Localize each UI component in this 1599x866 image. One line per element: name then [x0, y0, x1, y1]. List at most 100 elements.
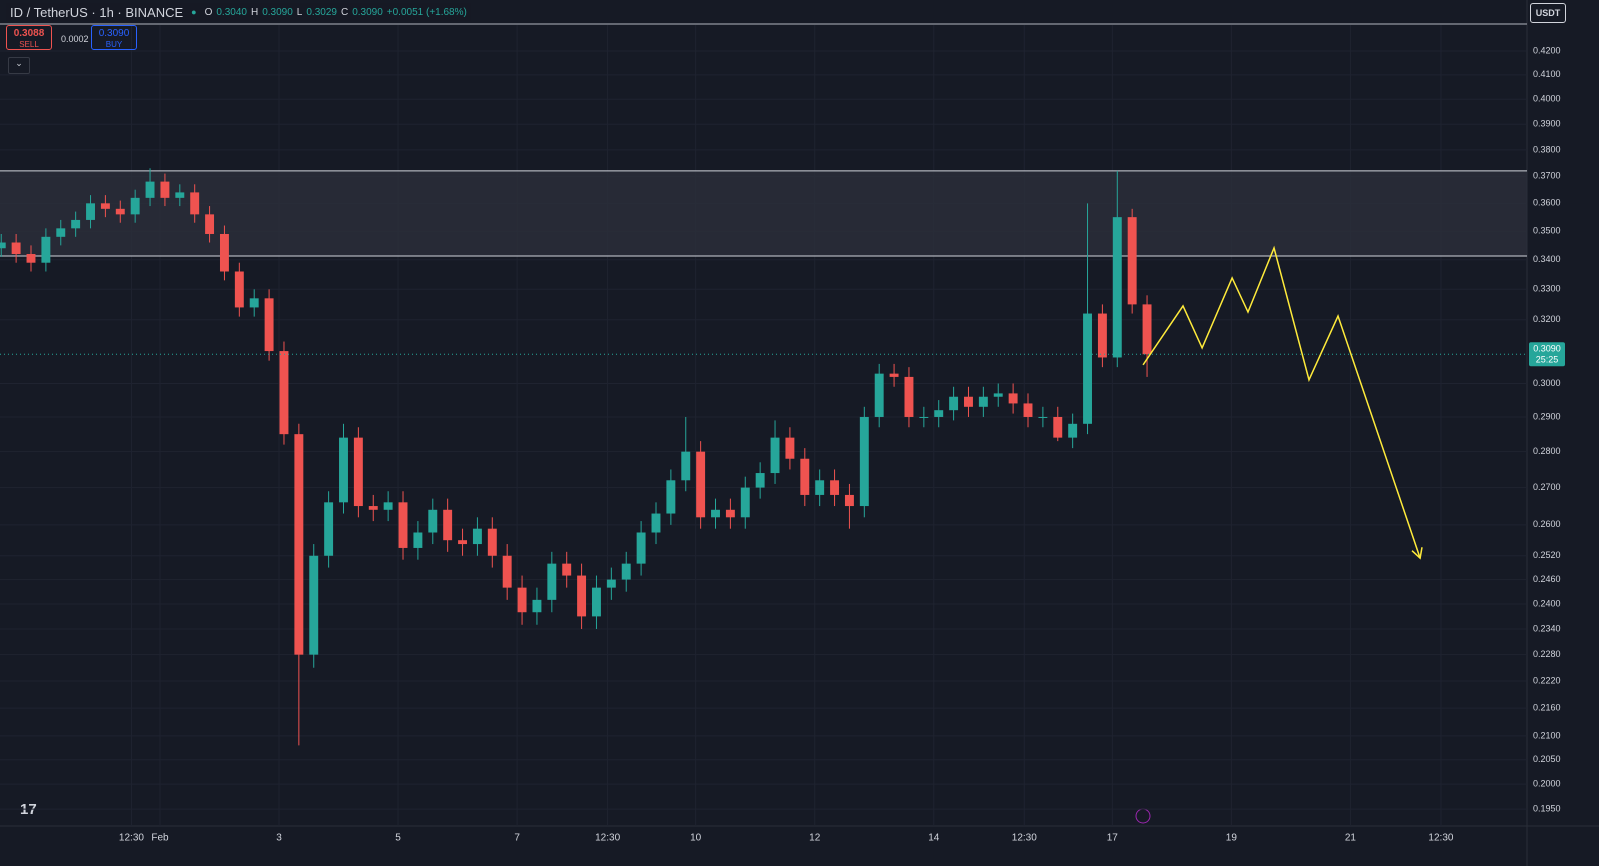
y-tick-label: 0.3000 [1533, 378, 1561, 388]
y-tick-label: 0.3200 [1533, 314, 1561, 324]
candle-body [1053, 416, 1063, 438]
countdown: 25:25 [1536, 355, 1559, 365]
close: 0.3090 [352, 6, 383, 18]
candle-body [964, 396, 973, 407]
y-tick-label: 0.4000 [1533, 94, 1561, 104]
x-tick-label: 12 [809, 833, 821, 844]
sell-label: SELL [19, 40, 39, 49]
candle-body [1097, 313, 1107, 358]
symbol[interactable]: ID / TetherUS · 1h · BINANCE [10, 4, 184, 20]
candle-body [294, 434, 304, 655]
candle-body [190, 192, 200, 215]
candle-body [264, 298, 274, 352]
candle-body [428, 509, 438, 533]
candle-body [874, 373, 884, 417]
candle-body [681, 451, 691, 481]
candle-body [1083, 313, 1092, 424]
projection-arrowhead [1411, 547, 1423, 560]
candle-body [800, 458, 810, 495]
dropdown[interactable]: ⌄ [8, 57, 30, 74]
open: 0.3040 [216, 6, 247, 18]
y-tick-label: 0.3700 [1533, 171, 1561, 181]
candle-body [234, 271, 244, 308]
high: 0.3090 [262, 6, 293, 18]
x-tick-label: 12:30 [1012, 833, 1037, 844]
currency-button[interactable]: USDT [1530, 3, 1566, 23]
candle-body [830, 480, 840, 495]
candle-body [919, 416, 929, 418]
candle-body [458, 540, 468, 545]
candle-body [502, 555, 512, 588]
x-tick-label: 19 [1226, 833, 1238, 844]
candle-body [41, 236, 51, 263]
spread: 0.0002 [61, 34, 89, 44]
x-tick-label: 14 [928, 833, 940, 844]
candle-body [279, 351, 289, 435]
y-tick-label: 0.3300 [1533, 284, 1561, 294]
x-tick-label: 12:30 [595, 833, 620, 844]
candle-body [71, 219, 81, 229]
candle-body [11, 242, 21, 255]
candle-body [86, 203, 95, 220]
buy-price: 0.3090 [98, 28, 130, 39]
y-tick-label: 0.4100 [1533, 69, 1561, 79]
o-label: O [204, 6, 213, 18]
last-price-label: 0.3090 [1533, 344, 1561, 354]
candle-body [249, 298, 259, 308]
x-tick-label: 7 [514, 833, 520, 844]
candle-body [517, 587, 527, 613]
y-tick-label: 0.3600 [1533, 198, 1561, 208]
resistance-zone [0, 170, 1527, 257]
grid [0, 25, 1527, 826]
candle-body [606, 579, 616, 588]
candle-body [532, 599, 542, 613]
candle-body [621, 563, 631, 580]
y-tick-label: 0.2100 [1533, 730, 1561, 740]
y-tick-label: 0.2900 [1533, 411, 1561, 421]
buy-button[interactable]: 0.3090 BUY [91, 25, 137, 50]
candle-body [100, 203, 110, 209]
y-tick-label: 0.2460 [1533, 574, 1561, 584]
y-tick-label: 0.2600 [1533, 519, 1561, 529]
candle-body [0, 242, 6, 249]
low: 0.3029 [306, 6, 337, 18]
candle-body [696, 451, 706, 518]
sell-button[interactable]: 0.3088 SELL [6, 25, 52, 50]
l-label: L [296, 6, 303, 18]
candle-body [1068, 423, 1078, 438]
y-tick-label: 0.4200 [1533, 45, 1561, 55]
candle-body [651, 513, 661, 533]
y-tick-label: 0.2400 [1533, 598, 1561, 608]
candle-body [993, 393, 1003, 397]
candle-body [353, 437, 363, 507]
candle-body [636, 532, 646, 564]
x-tick-label: 12:30 [119, 833, 144, 844]
candle-body [592, 587, 601, 617]
candle-body [577, 575, 587, 617]
candle-body [844, 494, 854, 507]
candle-body [26, 254, 36, 263]
candle-body [472, 528, 482, 545]
x-tick-label: 5 [395, 833, 401, 844]
candle-body [487, 528, 497, 556]
y-tick-label: 0.2800 [1533, 446, 1561, 456]
candle-body [770, 437, 780, 474]
candle-body [339, 437, 348, 503]
candle-body [383, 502, 393, 510]
candle-body [205, 214, 215, 234]
y-tick-label: 0.2220 [1533, 675, 1561, 685]
y-tick-label: 0.2160 [1533, 702, 1561, 712]
candle-body [309, 555, 319, 655]
candle-body [56, 228, 66, 237]
candle-body [859, 416, 869, 507]
x-tick-label: 3 [276, 833, 282, 844]
y-tick-label: 0.1950 [1533, 804, 1561, 814]
candle-body [324, 502, 334, 556]
candle-body [145, 181, 155, 198]
status-dot: ● [191, 7, 197, 17]
candle-body [1038, 416, 1048, 418]
candle-body [160, 181, 170, 198]
y-tick-label: 0.3500 [1533, 226, 1561, 236]
